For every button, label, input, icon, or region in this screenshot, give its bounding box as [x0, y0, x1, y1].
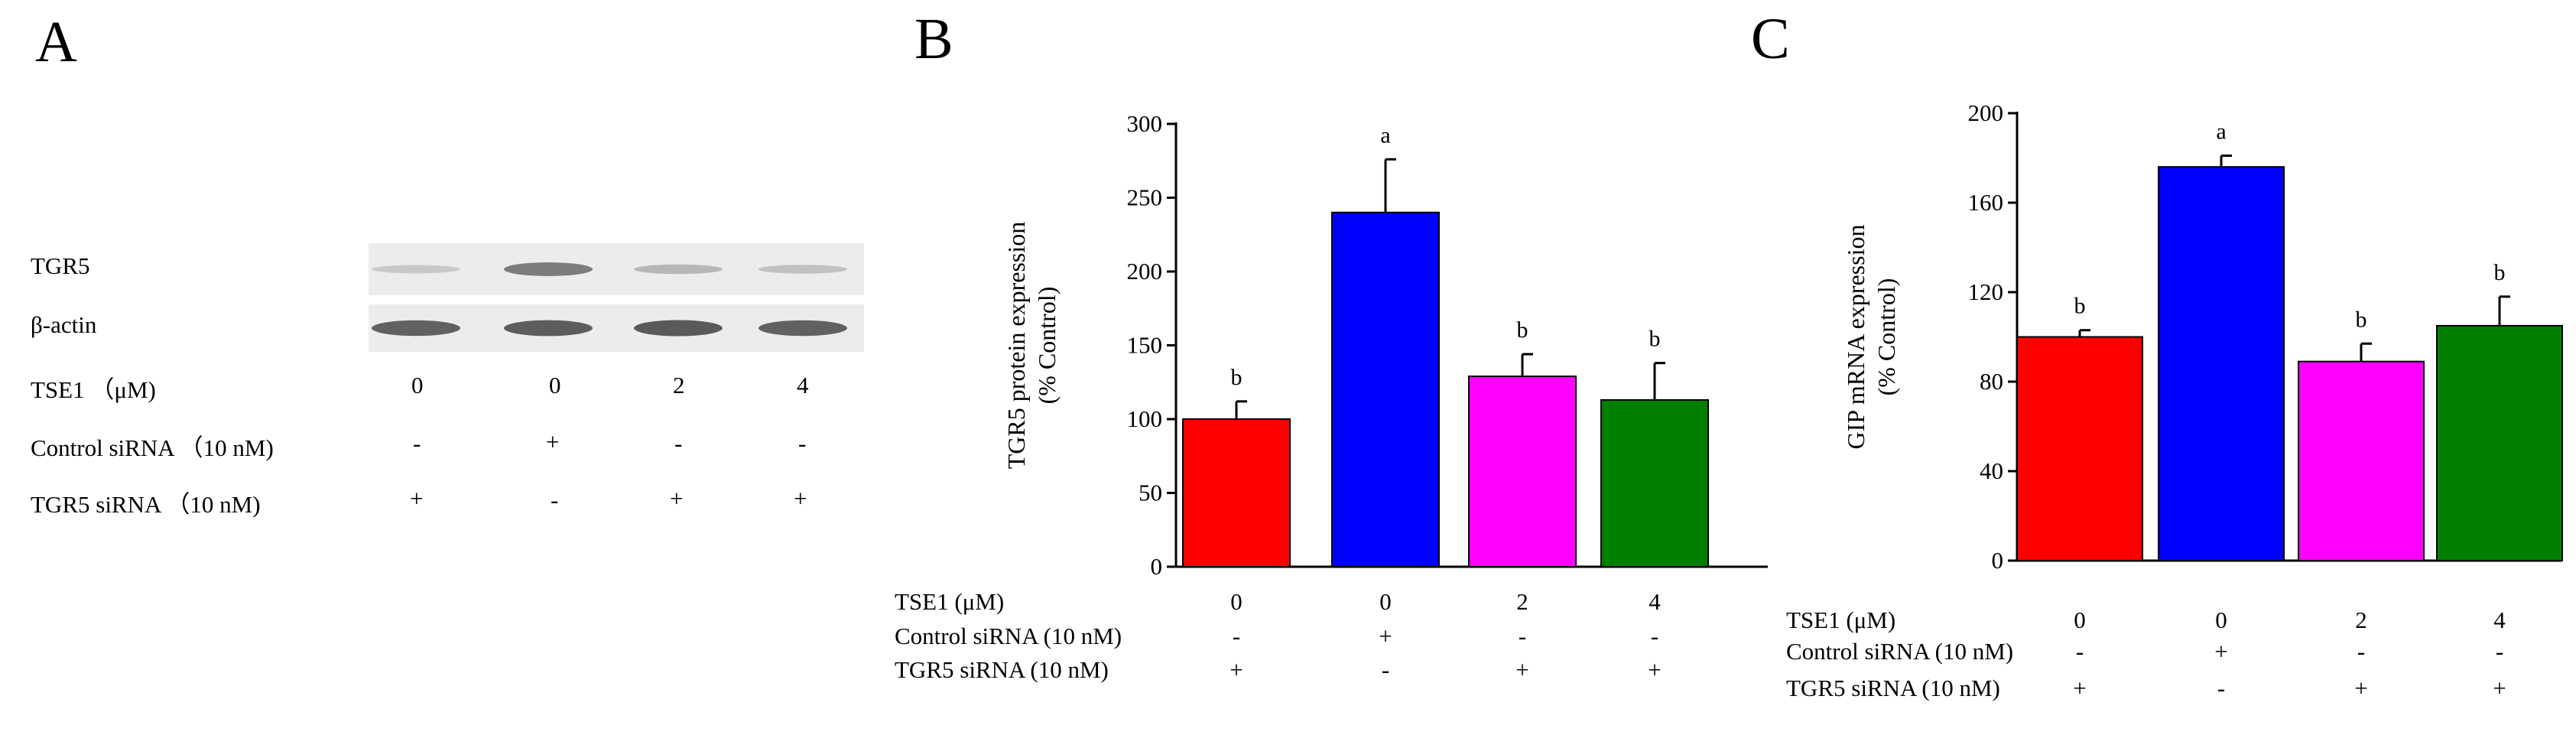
condition-cell: + — [1230, 656, 1243, 683]
blot-strip-tgr5 — [369, 243, 864, 295]
condition-row-label: TSE1 (μM) — [1786, 607, 1895, 633]
y-tick-label: 160 — [1968, 189, 2004, 216]
condition-row-label: TGR5 siRNA (10 nM) — [895, 656, 1109, 683]
blot-cell: 0 — [411, 372, 424, 398]
blot-band — [634, 264, 723, 275]
condition-cell: 0 — [2074, 607, 2086, 633]
y-tick-label: 200 — [1968, 99, 2004, 126]
significance-letter: b — [2494, 260, 2506, 285]
condition-row-label: TSE1 (μM) — [895, 588, 1004, 615]
blot-cell: - — [798, 430, 807, 457]
y-axis-label: (% Control) — [1873, 278, 1900, 396]
condition-cell: 2 — [2355, 607, 2367, 633]
blot-cell: + — [410, 485, 424, 512]
blot-row-control-sirna-label: Control siRNA （10 nM) — [31, 434, 274, 461]
significance-letter: b — [1649, 327, 1661, 352]
blot-row-tgr5-sirna-label: TGR5 siRNA （10 nM) — [31, 491, 261, 518]
blot-row-tse1-label: TSE1 （μM) — [31, 376, 156, 403]
condition-cell: - — [2496, 638, 2503, 665]
bar — [1182, 418, 1291, 568]
significance-letter: b — [2356, 307, 2367, 332]
panel-a-letter: A — [35, 10, 77, 74]
condition-cell: - — [1233, 623, 1240, 649]
blot-band — [634, 320, 723, 337]
blot-label-tgr5: TGR5 — [31, 252, 90, 279]
y-tick-label: 200 — [1127, 258, 1163, 285]
blot-cell: 0 — [549, 372, 561, 398]
blot-band — [372, 265, 460, 274]
bar — [2436, 324, 2563, 561]
blot-band — [504, 320, 593, 337]
blot-cell: - — [413, 430, 421, 457]
condition-cell: - — [1651, 623, 1658, 649]
condition-cell: + — [2214, 638, 2227, 665]
condition-cell: 4 — [1649, 588, 1661, 615]
condition-cell: + — [1648, 656, 1661, 683]
blot-cell: 4 — [797, 372, 809, 398]
significance-letter: b — [1517, 317, 1528, 343]
y-tick-label: 100 — [1127, 405, 1163, 432]
blot-band — [759, 265, 847, 274]
y-tick-label: 250 — [1127, 184, 1163, 211]
y-axis-label: TGR5 protein expression — [1002, 222, 1030, 470]
condition-cell: - — [2076, 638, 2084, 665]
blot-cell: - — [674, 430, 683, 457]
blot-cell: + — [794, 485, 807, 512]
blot-cell: + — [546, 428, 560, 455]
blot-bands-tgr5 — [372, 262, 847, 276]
blot-cell: 2 — [673, 372, 685, 398]
condition-cell: 2 — [1516, 588, 1528, 615]
blot-strip-actin — [369, 304, 864, 352]
condition-cell: - — [2217, 675, 2225, 701]
condition-cell: 4 — [2493, 607, 2506, 633]
y-tick-label: 50 — [1139, 480, 1162, 506]
significance-letter: a — [1380, 122, 1390, 148]
bar — [2016, 336, 2143, 561]
significance-letter: a — [2216, 119, 2226, 145]
condition-cell: - — [1519, 623, 1526, 649]
bar — [1331, 211, 1440, 568]
y-axis-label: (% Control) — [1033, 287, 1061, 405]
panel-c-letter: C — [1751, 7, 1790, 71]
blot-label-actin: β-actin — [31, 311, 97, 338]
panel-b-letter: B — [914, 7, 953, 71]
condition-cell: 0 — [1379, 588, 1392, 615]
condition-cell: + — [2493, 675, 2506, 701]
bar — [2158, 166, 2285, 561]
blot-band — [759, 320, 847, 337]
bar — [1600, 398, 1709, 568]
blot-band — [372, 320, 460, 337]
condition-cell: + — [2073, 675, 2086, 701]
y-tick-label: 80 — [1980, 368, 2003, 395]
y-tick-label: 40 — [1980, 457, 2003, 484]
condition-row-label: TGR5 siRNA (10 nM) — [1786, 675, 2000, 701]
y-tick-label: 150 — [1127, 332, 1163, 359]
significance-letter: b — [1231, 365, 1243, 390]
y-axis-label: GIP mRNA expression — [1842, 225, 1869, 450]
condition-row-label: Control siRNA (10 nM) — [1786, 638, 2013, 665]
significance-letter: b — [2074, 294, 2086, 319]
bar — [2298, 360, 2425, 561]
condition-cell: 0 — [2215, 607, 2227, 633]
y-tick-label: 0 — [1151, 553, 1163, 580]
condition-cell: - — [1382, 656, 1389, 683]
condition-cell: + — [1515, 656, 1528, 683]
condition-cell: + — [2354, 675, 2367, 701]
y-tick-label: 0 — [1992, 547, 2004, 574]
condition-cell: 0 — [1230, 588, 1243, 615]
y-tick-label: 120 — [1968, 278, 2004, 305]
y-tick-label: 300 — [1127, 110, 1163, 137]
blot-cell: - — [551, 486, 559, 513]
blot-band — [504, 262, 593, 276]
bar — [1468, 376, 1577, 568]
condition-cell: + — [1379, 623, 1392, 649]
condition-cell: - — [2357, 638, 2365, 665]
condition-row-label: Control siRNA (10 nM) — [895, 623, 1122, 649]
blot-bands-actin — [372, 320, 847, 337]
blot-cell: + — [670, 485, 684, 512]
